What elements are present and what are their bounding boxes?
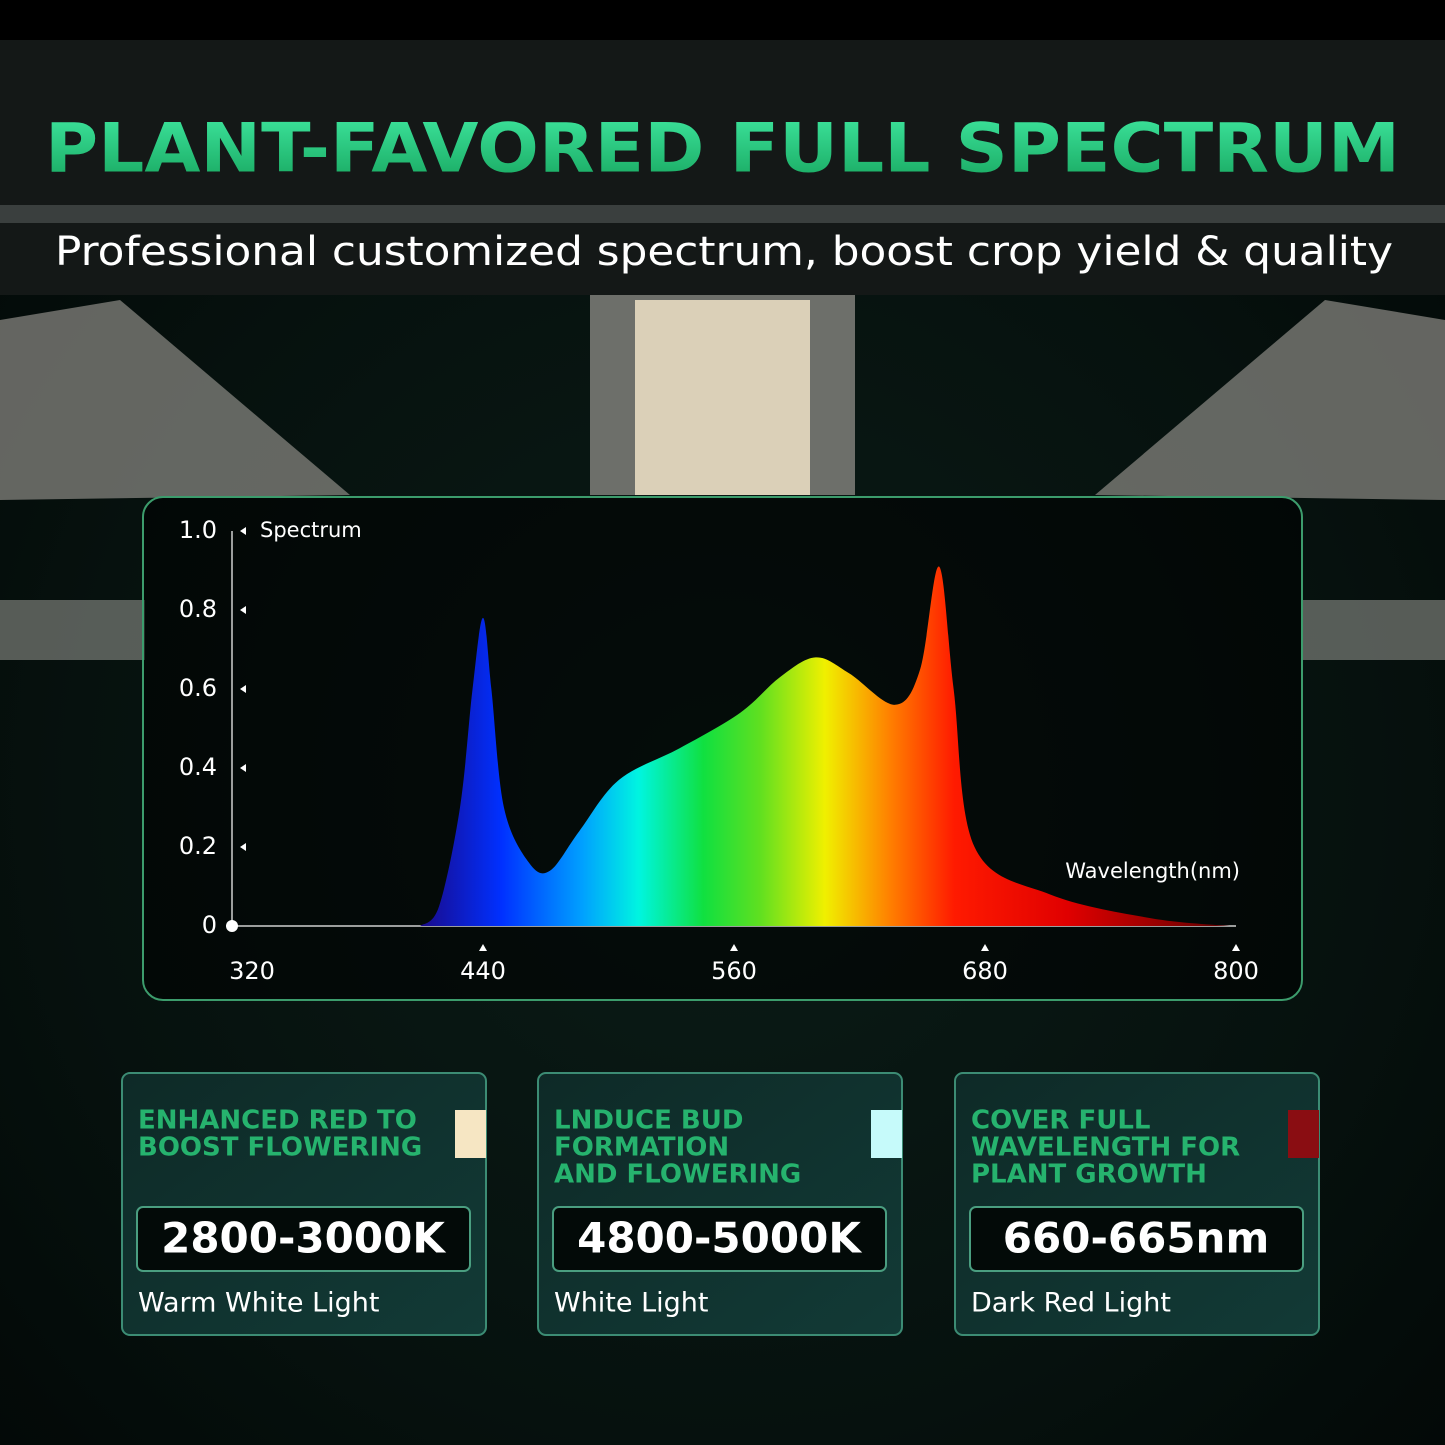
subtitle: Professional customized spectrum, boost … — [55, 229, 1393, 275]
fixture-right — [1095, 300, 1445, 500]
y-tick — [240, 606, 246, 614]
card-label: White Light — [554, 1288, 708, 1319]
y-tick — [240, 527, 246, 535]
fixture-left — [0, 300, 350, 500]
rail-right — [1302, 600, 1445, 660]
y-tick-label: 0.4 — [179, 753, 217, 781]
card-heading: ENHANCED RED TO — [138, 1106, 417, 1136]
y-tick — [240, 685, 246, 693]
chart: 0 0.2 0.4 0.6 0.8 1.0 Spectrum 320 440 560 680 800 W… — [179, 516, 1259, 985]
x-tick-label: 320 — [229, 957, 275, 985]
swatch — [871, 1110, 902, 1158]
card-heading: FORMATION — [554, 1133, 729, 1163]
x-tick — [730, 944, 738, 951]
x-tick-label: 800 — [1213, 957, 1259, 985]
origin-dot — [226, 920, 238, 932]
top-bar — [0, 0, 1445, 40]
y-tick — [240, 764, 246, 772]
y-tick-label: 0.6 — [179, 674, 217, 702]
y-tick — [240, 843, 246, 851]
x-tick-label: 440 — [460, 957, 506, 985]
y-axis-label: Spectrum — [260, 518, 362, 542]
card-heading: AND FLOWERING — [554, 1160, 801, 1190]
header-band — [0, 40, 1445, 295]
fixture-rail — [0, 205, 1445, 223]
y-tick-label: 0 — [202, 911, 217, 939]
card-heading: WAVELENGTH FOR — [971, 1133, 1240, 1163]
x-tick — [1232, 944, 1240, 951]
rail-left — [0, 600, 145, 660]
x-tick — [981, 944, 989, 951]
value-box — [136, 1206, 471, 1272]
card-heading: BOOST FLOWERING — [138, 1133, 422, 1163]
spectrum-area — [420, 566, 1230, 926]
fixture-light — [635, 300, 810, 495]
card-value: 2800-3000K — [161, 1214, 446, 1263]
value-box — [969, 1206, 1304, 1272]
y-tick-label: 1.0 — [179, 516, 217, 544]
card-heading: LNDUCE BUD — [554, 1106, 743, 1136]
card-value: 660-665nm — [1003, 1214, 1269, 1263]
x-tick — [479, 944, 487, 951]
y-tick-label: 0.2 — [179, 832, 217, 860]
swatch — [455, 1110, 486, 1158]
value-box — [552, 1206, 887, 1272]
y-tick-label: 0.8 — [179, 595, 217, 623]
card-heading: PLANT GROWTH — [971, 1160, 1207, 1190]
card-heading: COVER FULL — [971, 1106, 1150, 1136]
x-axis-label: Wavelength(nm) — [1065, 859, 1240, 883]
card-value: 4800-5000K — [577, 1214, 862, 1263]
card-label: Warm White Light — [138, 1288, 380, 1319]
x-tick-label: 680 — [962, 957, 1008, 985]
card-label: Dark Red Light — [971, 1288, 1171, 1319]
x-tick-label: 560 — [711, 957, 757, 985]
swatch — [1288, 1110, 1319, 1158]
title: PLANT-FAVORED FULL SPECTRUM — [45, 110, 1400, 189]
